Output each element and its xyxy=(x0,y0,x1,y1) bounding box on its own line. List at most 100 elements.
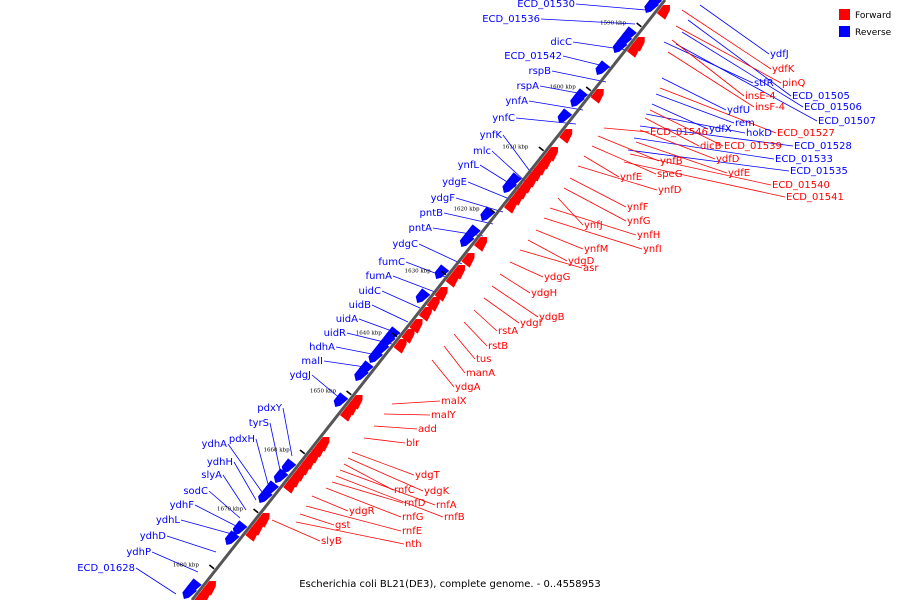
connector-ecd-01528 xyxy=(639,125,794,147)
gene-label-pdxh: pdxH xyxy=(229,434,255,445)
tick-label-1: 1590 kbp xyxy=(600,20,627,26)
forward-gene-feature-19 xyxy=(434,287,448,302)
connector-speg xyxy=(591,145,657,175)
connector-ydfd xyxy=(639,129,716,160)
gene-label-ydhd: ydhD xyxy=(140,531,167,542)
connector-ydgf xyxy=(455,197,504,213)
gene-label-ynfk: ynfK xyxy=(480,130,503,141)
gene-label-blr: blr xyxy=(406,438,420,449)
gene-label-ynfl: ynfL xyxy=(458,160,480,171)
gene-label-uidb: uidB xyxy=(349,300,371,311)
forward-gene-feature-1 xyxy=(656,5,671,20)
connector-ydfu xyxy=(661,77,727,111)
gene-label-rspa: rspA xyxy=(516,81,539,92)
tick-label-7: 1650 kbp xyxy=(310,388,337,394)
gene-label-ydfk: ydfK xyxy=(772,64,795,75)
gene-label-ynfm: ynfM xyxy=(584,244,608,255)
tick-label-5: 1630 kbp xyxy=(405,268,432,274)
gene-label-ecd-01535: ECD_01535 xyxy=(790,166,848,177)
genome-backbone xyxy=(190,0,667,600)
legend-forward-swatch xyxy=(839,9,850,20)
connector-ydgr xyxy=(311,495,349,512)
gene-label-uidr: uidR xyxy=(324,328,346,339)
gene-label-ecd-01533: ECD_01533 xyxy=(775,154,833,165)
gene-label-ecd-01528: ECD_01528 xyxy=(794,141,852,152)
connector-ydfk xyxy=(681,9,772,70)
legend: Forward Reverse xyxy=(839,9,892,38)
forward-gene-feature-35 xyxy=(283,479,297,494)
connector-ydhh xyxy=(233,461,257,501)
gene-label-rspb: rspB xyxy=(528,66,551,77)
connector-gst xyxy=(299,513,335,526)
connector-ynfh xyxy=(549,207,637,236)
connector-rstb xyxy=(463,321,488,347)
connector-inse-4 xyxy=(671,39,745,97)
connector-rspb xyxy=(551,70,607,83)
gene-label-tus: tus xyxy=(476,354,491,365)
gene-label-inse-4: insE-4 xyxy=(745,91,776,102)
gene-label-ydhl: ydhL xyxy=(156,515,181,526)
gene-label-slya: slyA xyxy=(201,470,222,481)
connector-ydhp xyxy=(151,551,199,573)
gene-label-ecd-01530: ECD_01530 xyxy=(517,0,575,10)
gene-label-ynfc: ynfC xyxy=(492,113,515,124)
gene-label-ecd-01541: ECD_01541 xyxy=(786,192,844,203)
gene-label-ynff: ynfF xyxy=(627,202,649,213)
gene-label-stfr: stfR xyxy=(754,78,774,89)
gene-label-rsta: rstA xyxy=(498,326,518,337)
tick-label-2: 1600 kbp xyxy=(550,84,577,90)
gene-label-hdha: hdhA xyxy=(309,342,335,353)
connector-nth xyxy=(295,521,405,545)
legend-reverse-swatch xyxy=(839,26,850,37)
connector-ydgk xyxy=(347,457,424,492)
connector-pntb xyxy=(443,212,494,225)
reverse-gene-feature-5 xyxy=(612,38,628,54)
connector-rem xyxy=(655,93,735,124)
connector-sodc xyxy=(208,490,241,519)
forward-gene-feature-15 xyxy=(473,237,488,252)
forward-gene-feature-13 xyxy=(510,191,524,206)
connector-tus xyxy=(453,333,476,360)
gene-label-ynfb: ynfB xyxy=(660,156,683,167)
forward-gene-feature-18 xyxy=(445,273,459,288)
connector-ynfj xyxy=(557,197,584,226)
connector-ydgc xyxy=(418,243,463,265)
gene-label-rstb: rstB xyxy=(488,341,508,352)
forward-gene-feature-23 xyxy=(401,329,415,344)
connector-slyb xyxy=(271,519,321,542)
connector-ecd-01546 xyxy=(603,127,650,133)
legend-forward-label: Forward xyxy=(855,11,891,21)
connector-malx xyxy=(391,400,441,405)
gene-label-ydgb: ydgB xyxy=(539,312,565,323)
gene-label-pdxy: pdxY xyxy=(257,403,283,414)
gene-label-tyrs: tyrS xyxy=(249,418,269,429)
connector-ydgi xyxy=(483,297,520,324)
gene-label-ydhf: ydhF xyxy=(170,500,195,511)
gene-label-uidc: uidC xyxy=(359,286,381,297)
connector-ynfa xyxy=(528,100,584,111)
connector-slya xyxy=(222,474,247,511)
gene-label-ecd-01546: ECD_01546 xyxy=(650,127,708,138)
connector-mana xyxy=(443,345,466,374)
gene-label-ydge: ydgE xyxy=(442,177,467,188)
gene-label-ydgh: ydgH xyxy=(531,288,557,299)
connector-ydhd xyxy=(166,535,217,553)
gene-label-ecd-01505: ECD_01505 xyxy=(792,91,850,102)
reverse-gene-feature-2 xyxy=(644,0,660,14)
gene-label-pinq: pinQ xyxy=(782,78,805,89)
connector-ecd-01527 xyxy=(659,87,777,134)
gene-label-slyb: slyB xyxy=(321,536,342,547)
connector-pdxh xyxy=(255,438,269,485)
connector-ynfg xyxy=(563,187,627,222)
connector-ynfi xyxy=(543,217,643,250)
gene-label-asr: asr xyxy=(583,263,599,274)
gene-label-ecd-01542: ECD_01542 xyxy=(504,51,562,62)
connector-dicb xyxy=(644,117,700,147)
connector-ecd-01535 xyxy=(627,149,790,172)
gene-label-add: add xyxy=(418,424,437,435)
connector-ecd-01628 xyxy=(135,567,177,595)
gene-label-sodc: sodC xyxy=(183,486,208,497)
connector-blr xyxy=(363,437,406,444)
gene-label-pntb: pntB xyxy=(420,208,444,219)
connector-ynfm xyxy=(535,229,584,250)
